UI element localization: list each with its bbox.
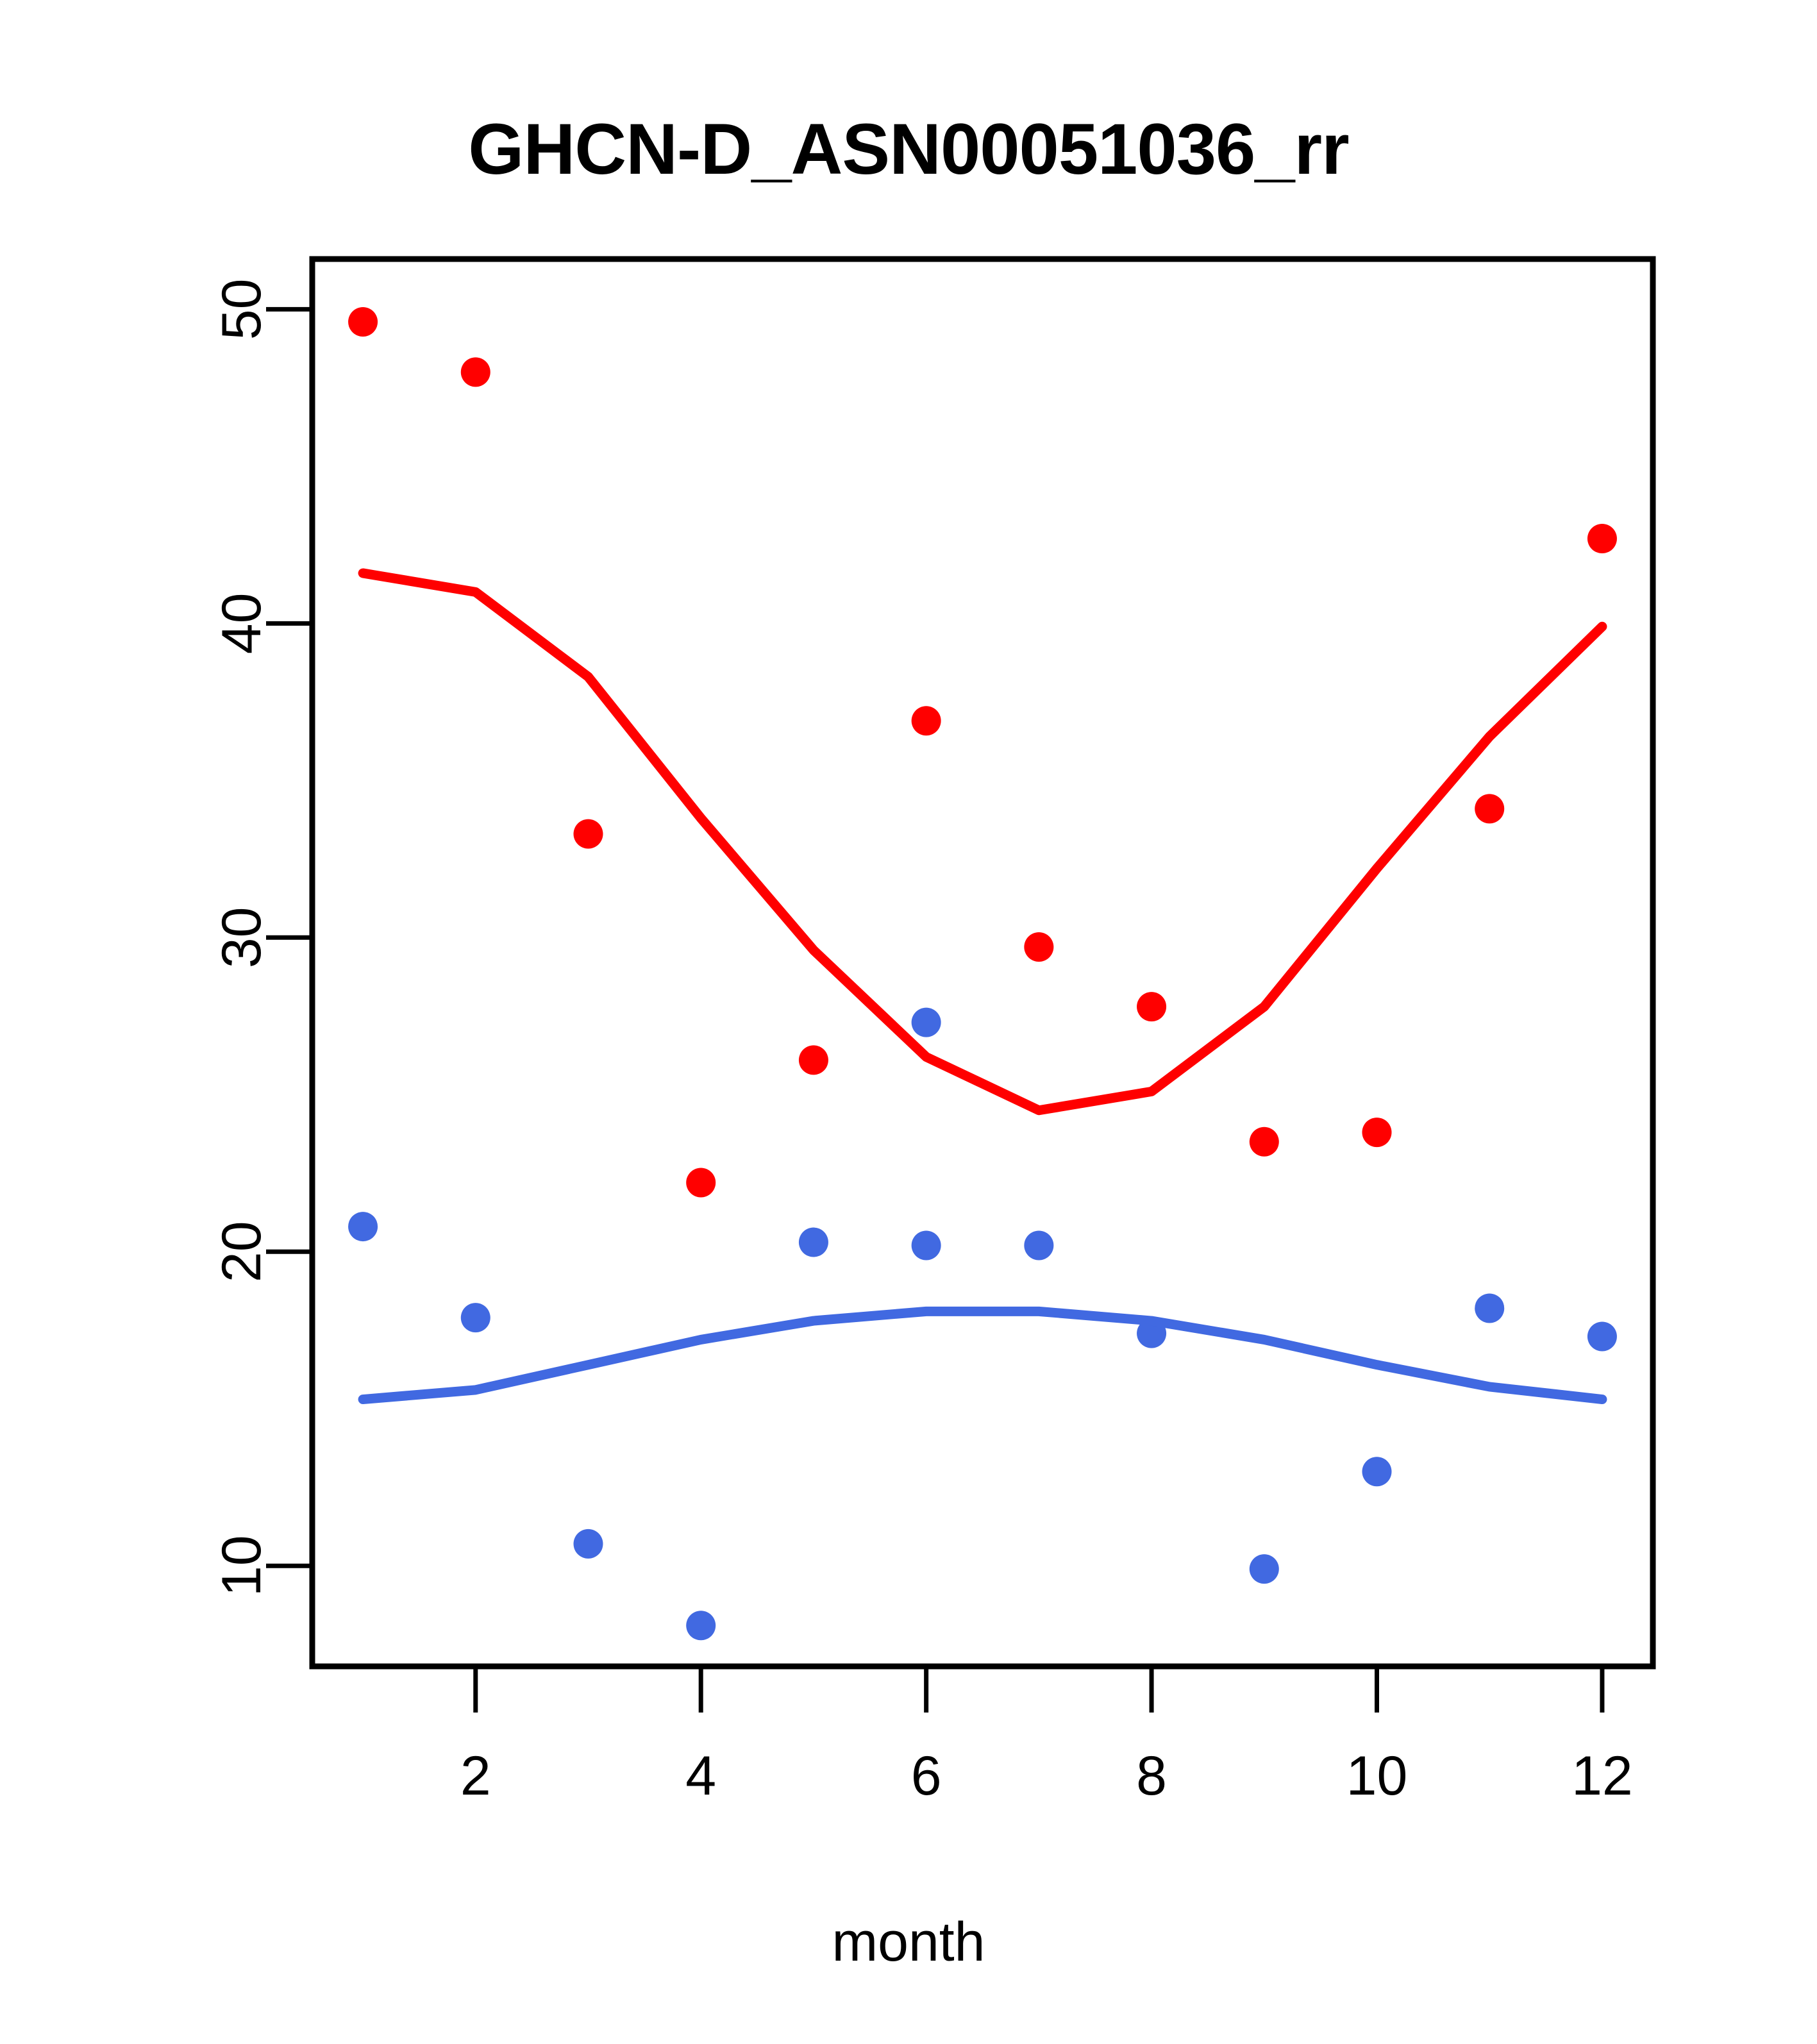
y-tick-label-40: 40: [211, 593, 272, 655]
x-tick-label-4: 4: [685, 1745, 716, 1807]
data-point-blue-points: [1024, 1230, 1054, 1261]
y-tick-label-50: 50: [211, 279, 272, 340]
tick-labels-group: 10 20 30 40 50 2 4 6 8 10 12: [211, 279, 1633, 1807]
data-point-red-points: [686, 1168, 716, 1198]
data-point-blue-points-extra: [911, 1230, 941, 1261]
data-point-blue-points: [911, 1007, 941, 1037]
data-point-blue-points: [573, 1529, 603, 1559]
data-point-red-points: [573, 819, 603, 849]
data-point-red-points: [348, 306, 378, 337]
y-tick-label-20: 20: [211, 1221, 272, 1282]
plot-border: [309, 256, 1656, 1670]
x-tick-label-10: 10: [1346, 1745, 1408, 1807]
data-point-red-points: [1137, 992, 1167, 1022]
data-point-red-points: [1024, 932, 1054, 962]
x-tick-label-8: 8: [1136, 1745, 1167, 1807]
series-line-blue-line: [358, 1306, 1607, 1405]
x-axis-label: month: [832, 1911, 985, 1973]
data-point-red-points: [911, 706, 941, 736]
data-point-red-points: [1475, 794, 1505, 824]
data-point-red-points: [1587, 524, 1617, 554]
x-tick-label-2: 2: [460, 1745, 491, 1807]
data-point-red-points: [460, 357, 490, 387]
data-point-blue-points: [1362, 1457, 1392, 1487]
x-tick-label-12: 12: [1571, 1745, 1633, 1807]
data-point-blue-points: [1587, 1321, 1617, 1352]
y-tick-label-30: 30: [211, 907, 272, 968]
data-point-blue-points: [348, 1212, 378, 1242]
y-tick-label-10: 10: [211, 1535, 272, 1596]
data-point-blue-points: [1249, 1554, 1279, 1584]
data-point-red-points: [798, 1045, 828, 1075]
data-point-blue-points: [460, 1303, 490, 1333]
x-tick-label-6: 6: [911, 1745, 942, 1807]
data-point-blue-points: [686, 1611, 716, 1641]
series-line-red-line: [358, 568, 1607, 1116]
series-group: [348, 306, 1617, 1641]
data-point-blue-points: [1475, 1293, 1505, 1323]
data-point-red-points: [1362, 1118, 1392, 1148]
page-title: GHCN-D_ASN00051036_rr: [468, 109, 1349, 189]
data-point-blue-points: [798, 1227, 828, 1257]
data-point-red-points: [1249, 1127, 1279, 1157]
axes-group: [266, 256, 1656, 1713]
